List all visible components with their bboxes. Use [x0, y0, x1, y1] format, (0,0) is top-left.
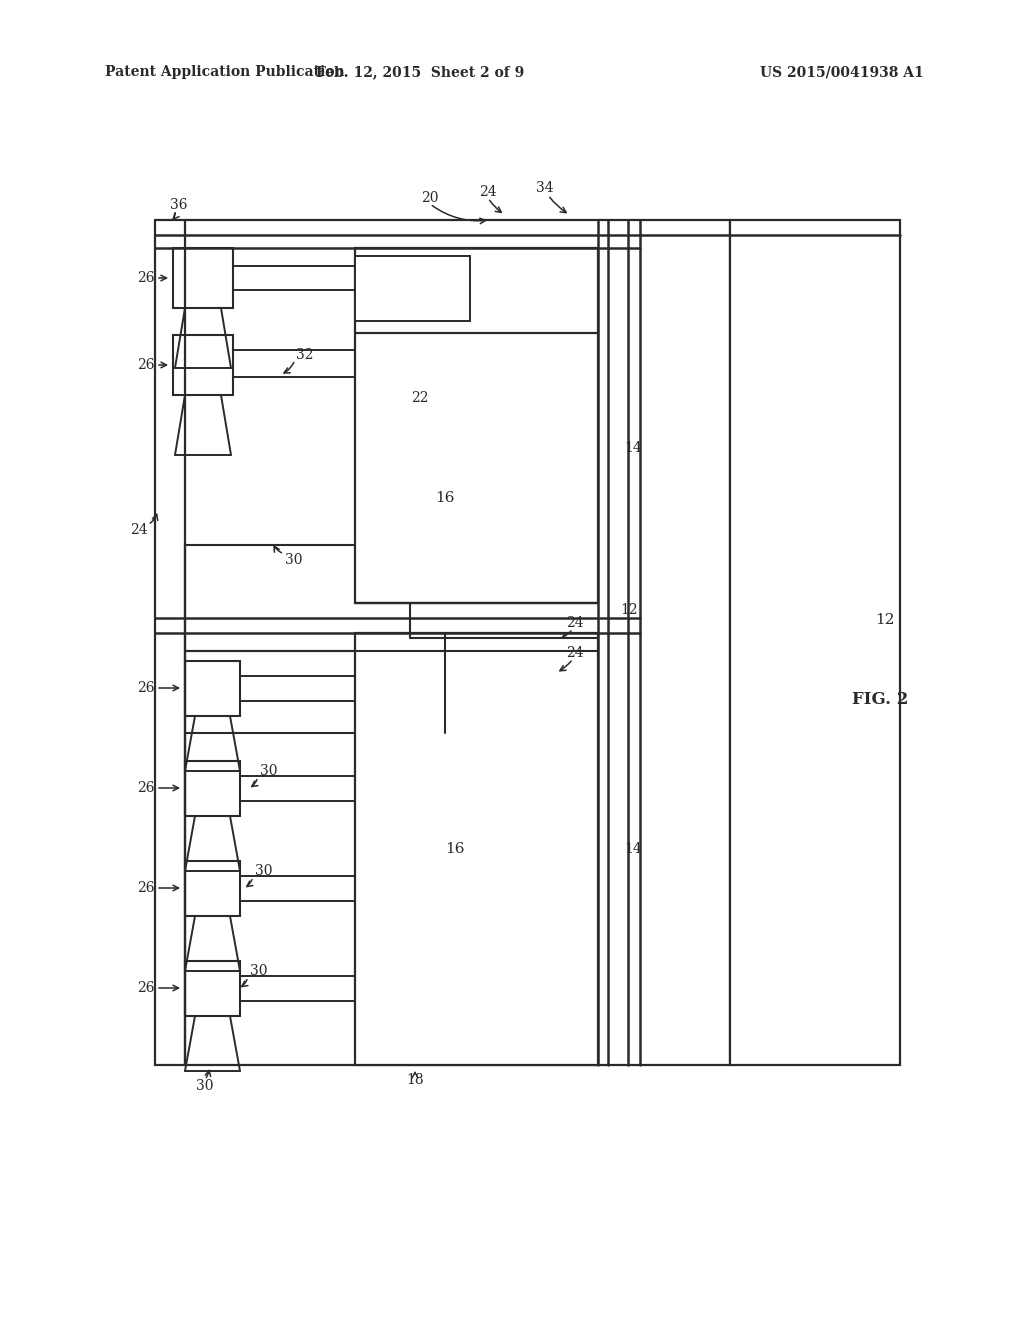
- Text: 26: 26: [137, 781, 155, 795]
- Text: 34: 34: [537, 181, 554, 195]
- Bar: [173, 248, 233, 308]
- Text: Patent Application Publication: Patent Application Publication: [105, 65, 345, 79]
- Text: 14: 14: [624, 441, 642, 455]
- Text: 24: 24: [566, 616, 584, 630]
- Bar: [185, 961, 240, 1016]
- Bar: [730, 220, 900, 1065]
- Text: 16: 16: [435, 491, 455, 506]
- Text: 14: 14: [624, 842, 642, 855]
- Text: 30: 30: [260, 764, 278, 777]
- Text: FIG. 2: FIG. 2: [852, 692, 908, 709]
- Bar: [155, 220, 730, 1065]
- Bar: [173, 335, 233, 395]
- Text: 24: 24: [566, 645, 584, 660]
- Text: 30: 30: [197, 1078, 214, 1093]
- Text: 24: 24: [479, 185, 497, 199]
- Bar: [355, 256, 470, 321]
- Bar: [355, 248, 598, 603]
- Text: Feb. 12, 2015  Sheet 2 of 9: Feb. 12, 2015 Sheet 2 of 9: [315, 65, 524, 79]
- Bar: [185, 861, 240, 916]
- Bar: [355, 634, 598, 1065]
- Text: 22: 22: [412, 391, 429, 405]
- Text: 20: 20: [421, 191, 438, 205]
- Text: 30: 30: [285, 553, 302, 568]
- Text: 12: 12: [876, 612, 895, 627]
- Text: 30: 30: [255, 865, 272, 878]
- Text: 26: 26: [137, 358, 155, 372]
- Text: 12: 12: [620, 603, 638, 616]
- Text: 32: 32: [296, 348, 313, 362]
- Text: 16: 16: [445, 842, 465, 855]
- Text: 24: 24: [130, 523, 148, 537]
- Text: 26: 26: [137, 880, 155, 895]
- Text: 26: 26: [137, 271, 155, 285]
- Text: 36: 36: [170, 198, 187, 213]
- Bar: [185, 661, 240, 715]
- Text: 18: 18: [407, 1073, 424, 1086]
- Text: 30: 30: [250, 964, 267, 978]
- Text: 26: 26: [137, 981, 155, 995]
- Text: 26: 26: [137, 681, 155, 696]
- Text: US 2015/0041938 A1: US 2015/0041938 A1: [760, 65, 924, 79]
- Bar: [185, 762, 240, 816]
